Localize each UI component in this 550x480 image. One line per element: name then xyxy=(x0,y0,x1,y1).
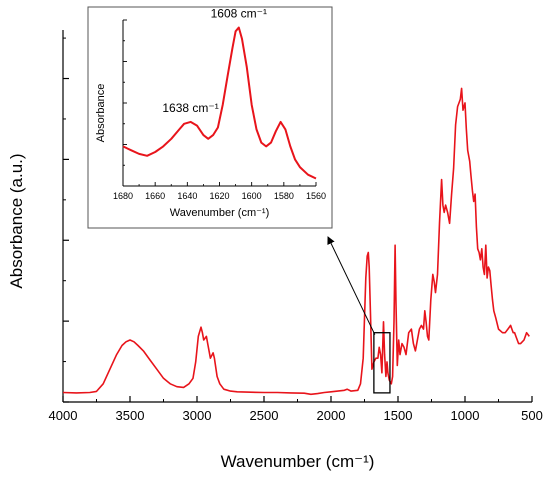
main-x-tick-label: 1500 xyxy=(384,408,413,423)
main-x-tick-label: 4000 xyxy=(49,408,78,423)
inset-frame xyxy=(87,6,333,229)
main-y-axis-label: Absorbance (a.u.) xyxy=(7,153,26,288)
main-chart: 4000 3500 3000 2500 2000 1500 1000 500 Wavenumbe… xyxy=(7,30,543,471)
inset-x-tick-label: 1660 xyxy=(145,191,165,201)
inset-x-tick-label: 1640 xyxy=(177,191,197,201)
inset-x-tick-label: 1560 xyxy=(306,191,326,201)
inset-x-tick-label: 1580 xyxy=(274,191,294,201)
inset-chart: 1680 1660 1640 1620 1600 1580 1560 Wavenumber (… xyxy=(87,6,333,229)
main-x-tick-label: 2000 xyxy=(317,408,346,423)
inset-x-axis-label: Wavenumber (cm⁻¹) xyxy=(170,207,270,219)
zoom-arrow xyxy=(327,236,376,335)
main-x-tick-label: 500 xyxy=(521,408,543,423)
main-x-tick-label: 3500 xyxy=(116,408,145,423)
inset-x-tick-label: 1620 xyxy=(209,191,229,201)
annotation-layer xyxy=(327,236,391,394)
main-x-tick-label: 2500 xyxy=(250,408,279,423)
inset-peak-label: 1608 cm⁻¹ xyxy=(211,7,267,21)
main-x-tick-label: 3000 xyxy=(183,408,212,423)
inset-y-axis-label: Absorbance xyxy=(95,84,107,143)
zoom-region-box xyxy=(373,332,391,394)
main-spectrum-line xyxy=(62,87,530,396)
main-x-axis-label: Wavenumber (cm⁻¹) xyxy=(221,452,375,471)
inset-x-tick-label: 1600 xyxy=(242,191,262,201)
inset-x-tick-label: 1680 xyxy=(113,191,133,201)
main-x-tick-label: 1000 xyxy=(451,408,480,423)
inset-spectrum-line xyxy=(122,26,317,180)
inset-peak-label: 1638 cm⁻¹ xyxy=(162,101,218,115)
